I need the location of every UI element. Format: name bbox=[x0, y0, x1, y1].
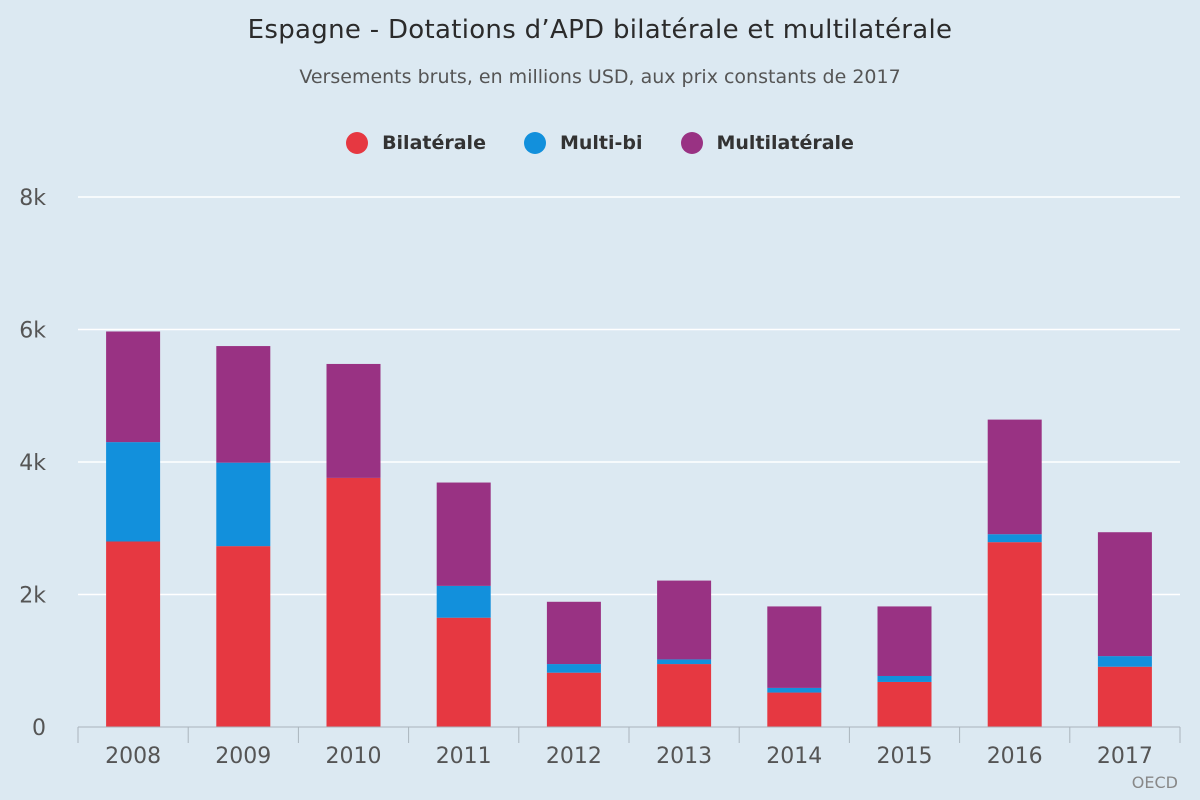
x-tick-label: 2009 bbox=[215, 744, 271, 769]
legend-swatch-bilaterale bbox=[346, 132, 369, 154]
x-tick-label: 2017 bbox=[1097, 744, 1153, 769]
bar-multi-bi-2013 bbox=[657, 659, 712, 665]
bar-bilat-rale-2014 bbox=[767, 692, 822, 727]
x-tick-label: 2014 bbox=[766, 744, 822, 769]
bar-bilat-rale-2008 bbox=[106, 541, 161, 727]
legend-item-multi-bi[interactable]: Multi-bi bbox=[523, 132, 643, 154]
x-tick-label: 2010 bbox=[326, 744, 382, 769]
legend-swatch-multilaterale bbox=[680, 132, 703, 154]
chart-subtitle: Versements bruts, en millions USD, aux p… bbox=[299, 66, 901, 88]
source-label: OECD bbox=[1131, 773, 1178, 792]
bar-multilat-rale-2012 bbox=[546, 601, 601, 665]
bar-multi-bi-2015 bbox=[877, 675, 932, 682]
y-tick-label: 2k bbox=[19, 584, 46, 609]
bar-multilat-rale-2016 bbox=[987, 419, 1042, 535]
legend-label-multi-bi: Multi-bi bbox=[559, 132, 643, 154]
bar-multilat-rale-2009 bbox=[216, 346, 271, 463]
bar-bilat-rale-2011 bbox=[436, 617, 491, 727]
x-tick-label: 2011 bbox=[436, 744, 492, 769]
bar-multilat-rale-2011 bbox=[436, 482, 491, 586]
bar-bilat-rale-2010 bbox=[326, 477, 381, 727]
bar-bilat-rale-2009 bbox=[216, 546, 271, 727]
bar-multilat-rale-2017 bbox=[1097, 532, 1152, 657]
x-tick-label: 2016 bbox=[987, 744, 1043, 769]
x-tick-label: 2013 bbox=[656, 744, 712, 769]
x-tick-label: 2008 bbox=[105, 744, 161, 769]
bar-multilat-rale-2013 bbox=[657, 580, 712, 660]
bar-bilat-rale-2016 bbox=[987, 542, 1042, 727]
bar-bilat-rale-2013 bbox=[657, 664, 712, 727]
bar-multi-bi-2012 bbox=[546, 664, 601, 673]
x-tick-label: 2015 bbox=[877, 744, 933, 769]
y-tick-label: 0 bbox=[32, 716, 46, 741]
legend-label-bilaterale: Bilatérale bbox=[382, 132, 486, 154]
legend-swatch-multi-bi bbox=[523, 132, 546, 154]
y-tick-label: 8k bbox=[19, 186, 46, 211]
legend-item-multilaterale[interactable]: Multilatérale bbox=[680, 132, 854, 154]
bar-multilat-rale-2010 bbox=[326, 363, 381, 478]
x-tick-label: 2012 bbox=[546, 744, 602, 769]
bar-multi-bi-2017 bbox=[1097, 656, 1152, 667]
bar-multi-bi-2011 bbox=[436, 585, 491, 618]
bar-multilat-rale-2014 bbox=[767, 606, 822, 688]
bar-multi-bi-2016 bbox=[987, 534, 1042, 543]
bar-multi-bi-2008 bbox=[106, 442, 161, 542]
bar-multi-bi-2014 bbox=[767, 687, 822, 693]
legend: Bilatérale Multi-bi Multilatérale bbox=[0, 132, 1200, 154]
bar-multilat-rale-2008 bbox=[106, 331, 161, 443]
y-tick-label: 6k bbox=[19, 319, 46, 344]
bar-bilat-rale-2015 bbox=[877, 681, 932, 727]
y-tick-label: 4k bbox=[19, 451, 46, 476]
legend-item-bilaterale[interactable]: Bilatérale bbox=[346, 132, 486, 154]
bar-multi-bi-2009 bbox=[216, 462, 271, 547]
legend-label-multilaterale: Multilatérale bbox=[716, 132, 854, 154]
bar-multilat-rale-2015 bbox=[877, 606, 932, 676]
chart-title: Espagne - Dotations d’APD bilatérale et … bbox=[247, 15, 953, 45]
bar-bilat-rale-2017 bbox=[1097, 666, 1152, 727]
bar-bilat-rale-2012 bbox=[546, 672, 601, 727]
